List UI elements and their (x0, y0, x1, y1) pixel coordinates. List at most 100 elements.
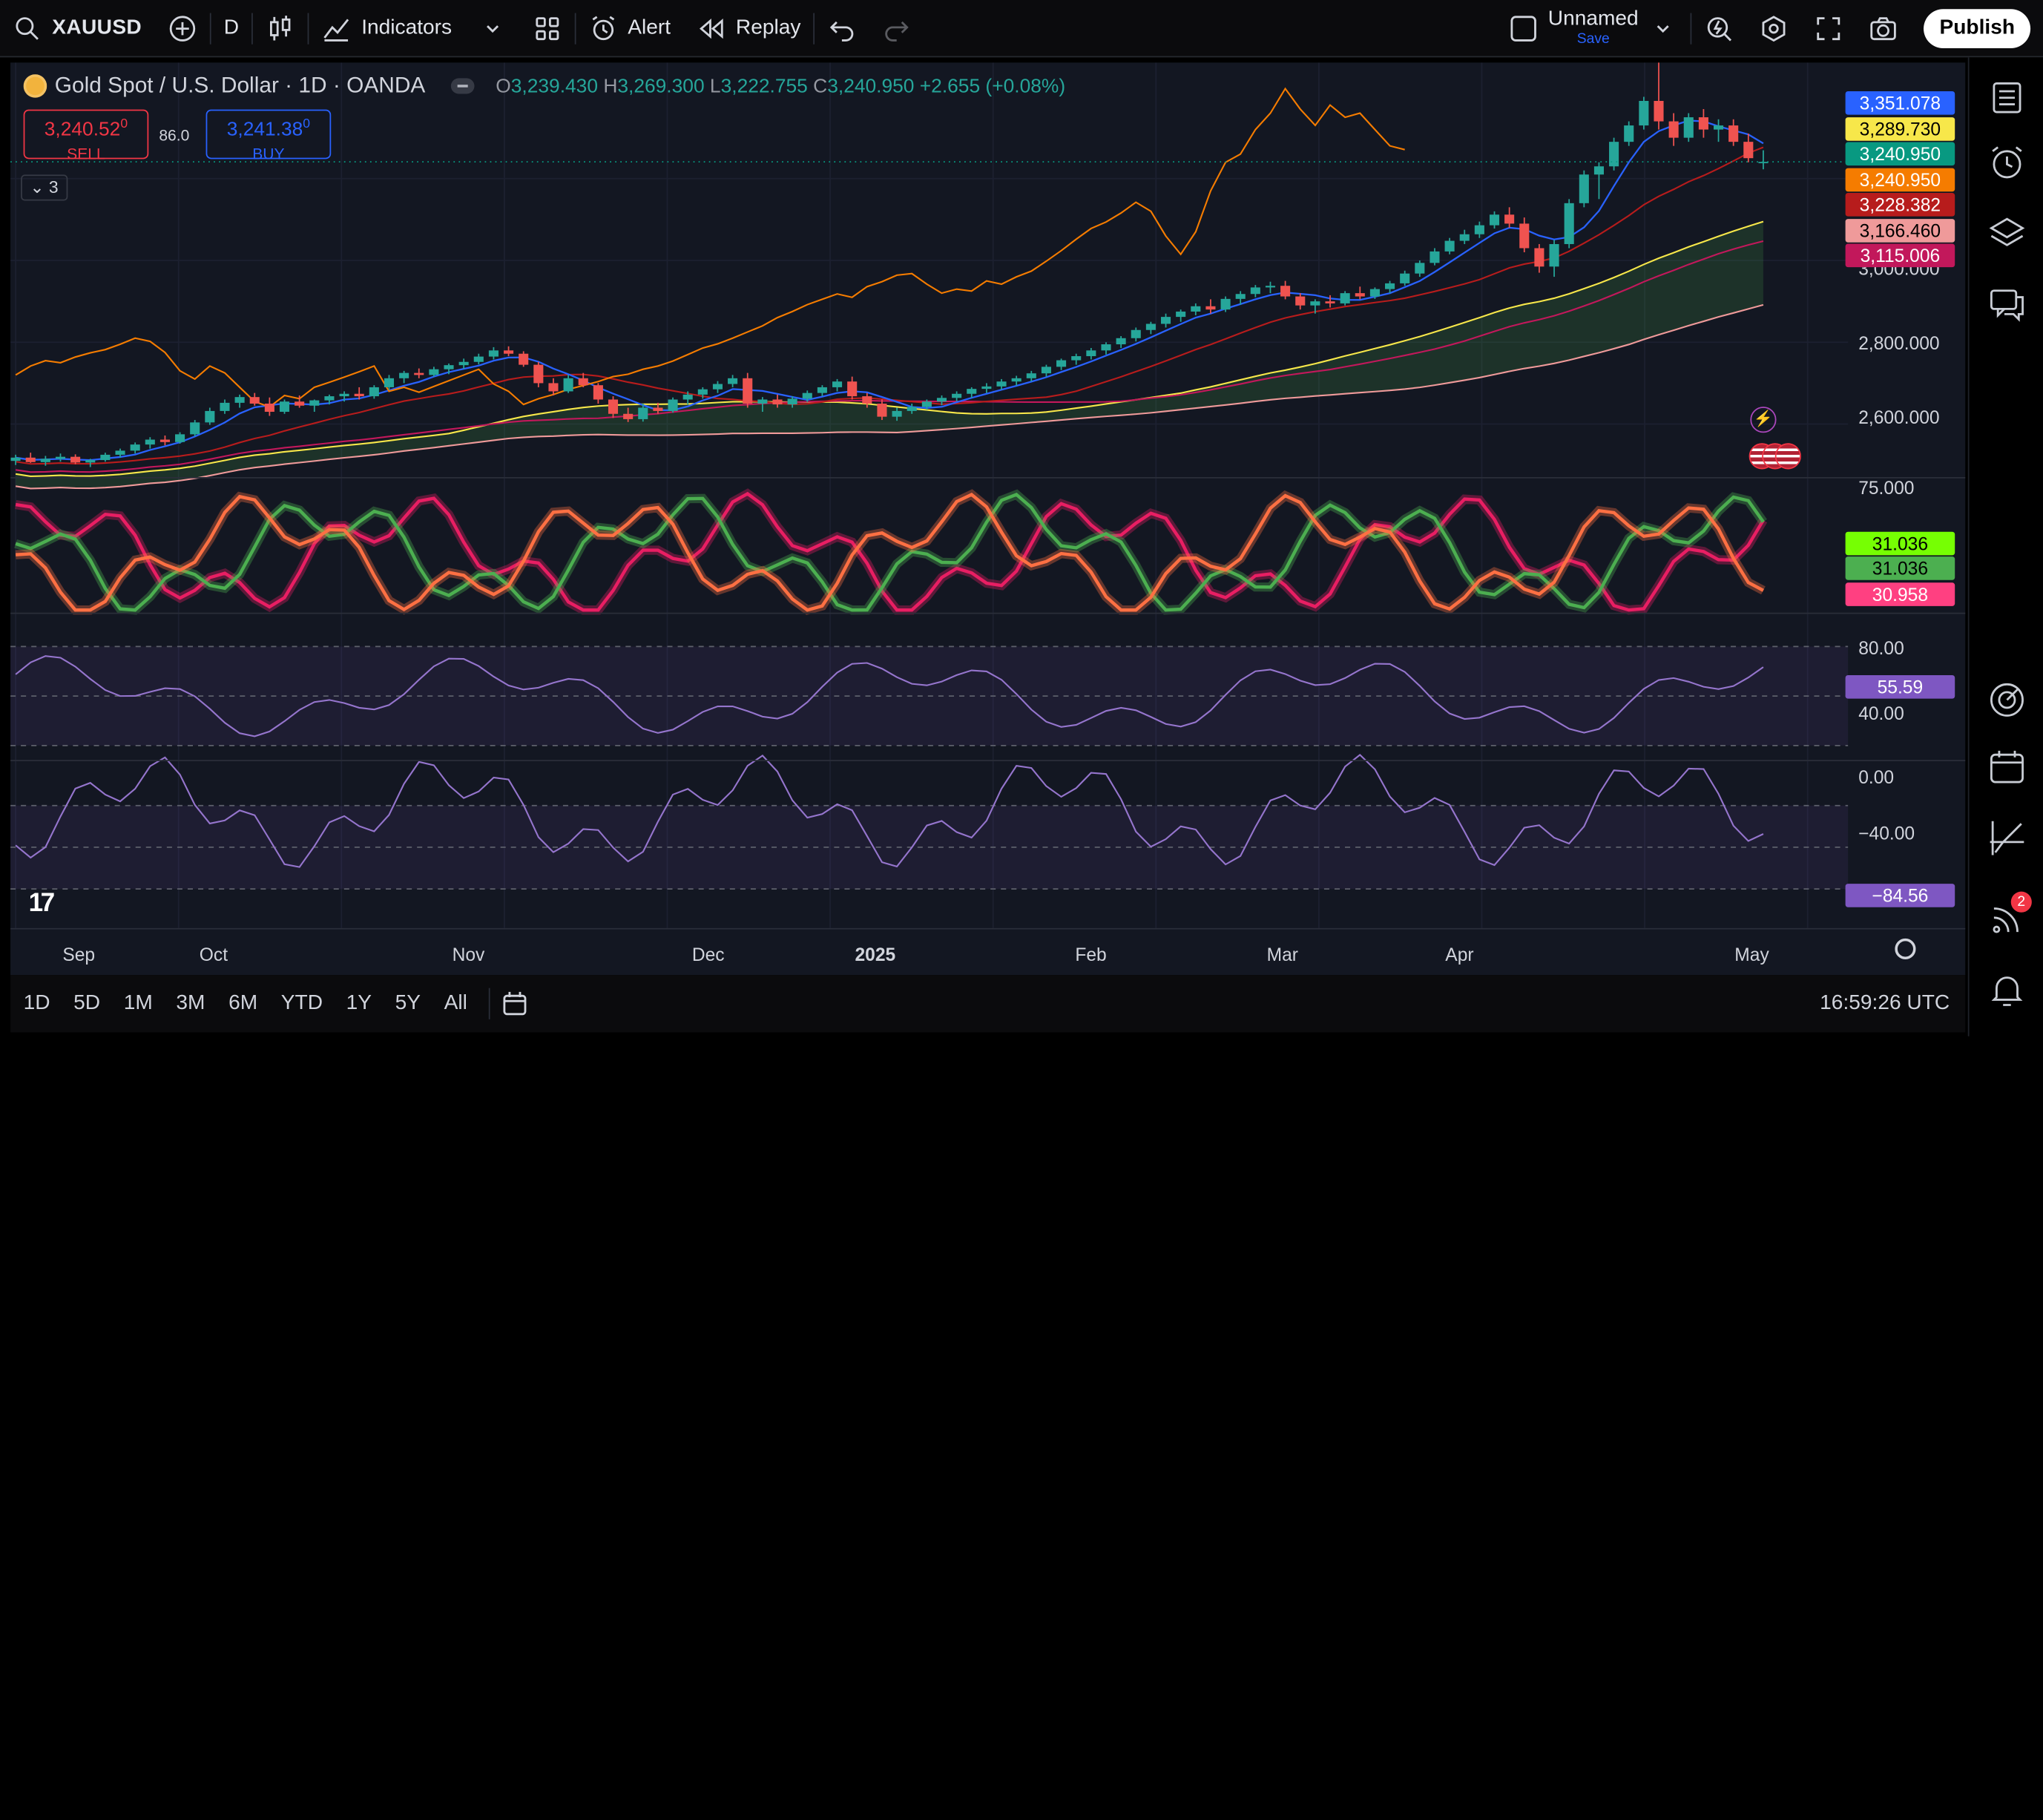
gear-icon[interactable] (1895, 938, 1916, 960)
sell-price: 3,240.52 (44, 118, 121, 141)
range-6m[interactable]: 6M (228, 991, 258, 1014)
target-icon[interactable] (1987, 680, 2027, 720)
quick-search-button[interactable] (1692, 0, 1747, 56)
candle-body (921, 401, 932, 407)
range-ytd[interactable]: YTD (280, 991, 323, 1014)
rsi-axis-label: 80.00 (1858, 637, 1904, 659)
publish-label: Publish (1924, 8, 2031, 48)
range-1y[interactable]: 1Y (346, 991, 372, 1014)
range-5d[interactable]: 5D (73, 991, 101, 1014)
redo-button[interactable] (870, 0, 925, 56)
candle-body (1191, 306, 1201, 312)
indicator-templates-dropdown[interactable] (465, 0, 520, 56)
watchlist-icon[interactable] (1987, 78, 2027, 117)
bell-icon[interactable] (1987, 970, 2027, 1009)
oscillator-line (15, 493, 1765, 612)
divider (574, 12, 576, 44)
candle-body (324, 396, 335, 401)
candle-body (1011, 378, 1022, 382)
candle-body (1579, 174, 1589, 203)
candle-body (1056, 360, 1067, 367)
fullscreen-button[interactable] (1801, 0, 1856, 56)
layers-icon[interactable] (1987, 214, 2027, 253)
layouts-button[interactable] (519, 0, 574, 56)
candle-body (787, 398, 797, 405)
compare-symbol-button[interactable] (155, 0, 210, 56)
candle-body (1459, 234, 1470, 241)
pane-divider[interactable] (10, 476, 1966, 479)
candle-body (1593, 166, 1605, 175)
sell-button[interactable]: 3,240.520 SELL (23, 109, 149, 163)
range-1d[interactable]: 1D (23, 991, 50, 1014)
price-axis-label: 2,600.000 (1858, 407, 1940, 428)
chart-type-button[interactable] (253, 0, 308, 56)
divider (308, 12, 309, 44)
us-flag-event-icon[interactable] (1748, 443, 1812, 470)
indicators-collapse-button[interactable]: ⌄ 3 (21, 174, 68, 201)
calendar-icon[interactable] (1987, 748, 2027, 787)
chat-icon[interactable] (1987, 284, 2027, 323)
lagging-span-line (15, 87, 1405, 408)
interval-button[interactable]: D (211, 0, 251, 56)
calendar-goto-icon[interactable] (500, 989, 529, 1018)
plus-circle-icon (168, 13, 197, 42)
range-3m[interactable]: 3M (176, 991, 205, 1014)
willr-axis-label: −40.00 (1858, 822, 1915, 844)
chart-area[interactable]: Gold Spot / U.S. Dollar · 1D · OANDA O3,… (10, 62, 1966, 976)
lightning-event-icon[interactable]: ⚡ (1750, 407, 1777, 433)
candle-body (1026, 373, 1036, 378)
replay-button[interactable]: Replay (684, 0, 814, 56)
publish-button[interactable]: Publish (1911, 0, 2043, 56)
candle-body (1116, 338, 1126, 345)
candle-body (832, 381, 843, 387)
candle-body (802, 392, 812, 399)
snapshot-button[interactable] (1856, 0, 1911, 56)
candle-body (1250, 287, 1260, 295)
save-label: Save (1576, 31, 1610, 47)
time-label: May (1734, 943, 1769, 965)
alarm-clock-icon[interactable] (1987, 143, 2027, 183)
eye-toggle-icon[interactable] (451, 78, 476, 94)
range-1m[interactable]: 1M (123, 991, 153, 1014)
sell-label: SELL (67, 145, 105, 163)
gear-icon (1760, 13, 1789, 42)
change-value: +2.655 (+0.08%) (919, 75, 1066, 97)
candle-body (981, 386, 992, 390)
candle-body (1654, 101, 1664, 122)
candle-body (1101, 344, 1111, 351)
pane-divider[interactable] (10, 760, 1966, 761)
alert-button[interactable]: Alert (576, 0, 684, 56)
range-all[interactable]: All (444, 991, 467, 1014)
undo-button[interactable] (815, 0, 870, 56)
pane-divider[interactable] (10, 612, 1966, 614)
symbol-search[interactable]: XAUUSD (0, 0, 155, 56)
chart-trend-icon[interactable] (1987, 818, 2027, 858)
tradingview-logo[interactable]: 17 (28, 889, 56, 918)
trading-view-window: XAUUSD D Indicators Alert Replay (0, 0, 2043, 1037)
candle-body (1325, 301, 1335, 303)
oscillator-line (15, 492, 1764, 612)
chart-canvas[interactable] (10, 62, 1965, 975)
divider (209, 12, 211, 44)
candle-body (1176, 311, 1186, 318)
clock[interactable]: 16:59:26 UTC (1820, 991, 1950, 1014)
candle-body (1728, 125, 1739, 142)
candle-body (159, 439, 170, 442)
broadcast-icon[interactable]: 2 (1987, 891, 2032, 939)
candle-body (1086, 350, 1096, 357)
rewind-icon (697, 13, 726, 42)
indicators-button[interactable]: Indicators (309, 0, 465, 56)
range-5y[interactable]: 5Y (395, 991, 421, 1014)
lightning-search-icon (1705, 13, 1734, 42)
candle-body (653, 407, 663, 411)
candle-body (952, 393, 962, 398)
bottom-toolbar: 1D 5D 1M 3M 6M YTD 1Y 5Y All 16:59:26 UT… (10, 975, 1966, 1033)
price-tag-kijun: 3,289.730 (1845, 117, 1955, 141)
candle-body (936, 398, 947, 402)
candle-body (1235, 294, 1246, 299)
buy-button[interactable]: 3,241.380 BUY (205, 109, 332, 163)
settings-button[interactable] (1746, 0, 1801, 56)
symbol-title[interactable]: Gold Spot / U.S. Dollar · 1D · OANDA (54, 73, 426, 98)
candle-body (892, 410, 902, 417)
layout-select-button[interactable]: Unnamed Save (1496, 0, 1691, 56)
